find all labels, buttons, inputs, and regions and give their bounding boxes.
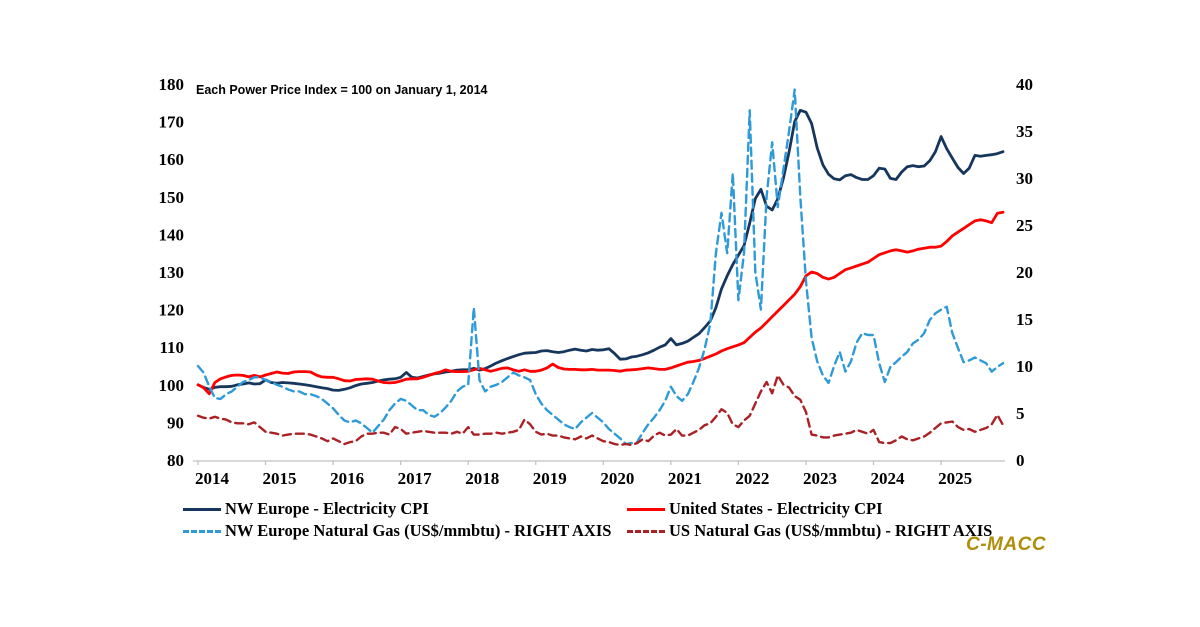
x-axis-label-2017: 2017 [398, 469, 433, 488]
series-line-nw-europe-natural-gas-us-mmbtu-right-axis [196, 88, 1005, 446]
legend-item-us-gas: US Natural Gas (US$/mmbtu) - RIGHT AXIS [627, 521, 992, 541]
x-axis-label-2020: 2020 [600, 469, 634, 488]
legend-marker-red-solid-line [627, 507, 665, 511]
right-axis-label-10: 10 [1016, 357, 1033, 376]
cmacc-logo: C-MACC [966, 534, 1047, 555]
x-axis-label-2015: 2015 [263, 469, 297, 488]
legend-item-nw-europe-electricity: NW Europe - Electricity CPI [183, 499, 429, 519]
right-axis-label-15: 15 [1016, 310, 1033, 329]
right-axis-label-35: 35 [1016, 122, 1033, 141]
x-axis-label-2022: 2022 [735, 469, 769, 488]
legend-item-nw-europe-gas: NW Europe Natural Gas (US$/mmbtu) - RIGH… [183, 521, 611, 541]
legend-label: US Natural Gas (US$/mmbtu) - RIGHT AXIS [669, 521, 993, 540]
right-axis-label-25: 25 [1016, 216, 1033, 235]
x-axis-label-2023: 2023 [803, 469, 837, 488]
left-axis-label-170: 170 [159, 113, 185, 132]
left-axis-label-110: 110 [159, 338, 184, 357]
series-line-united-states-electricity-cpi [196, 210, 1005, 396]
legend-marker-blue-dashed-line [183, 529, 221, 533]
left-axis-label-120: 120 [159, 301, 185, 320]
legend-label: NW Europe Natural Gas (US$/mmbtu) - RIGH… [225, 521, 612, 540]
legend-label: NW Europe - Electricity CPI [225, 499, 429, 518]
left-axis-label-180: 180 [159, 75, 185, 94]
left-axis-label-150: 150 [159, 188, 185, 207]
chart-annotation: Each Power Price Index = 100 on January … [196, 83, 488, 97]
x-axis-label-2014: 2014 [195, 469, 230, 488]
x-axis-label-2016: 2016 [330, 469, 364, 488]
left-axis-label-90: 90 [167, 413, 184, 432]
legend-marker-darkred-dashed-line [627, 529, 665, 533]
left-axis-label-160: 160 [159, 150, 185, 169]
series-line-nw-europe-electricity-cpi [196, 108, 1005, 392]
legend-item-us-electricity: United States - Electricity CPI [627, 499, 883, 519]
left-axis-label-140: 140 [159, 225, 185, 244]
right-axis-label-0: 0 [1016, 451, 1025, 470]
x-axis-label-2021: 2021 [668, 469, 702, 488]
legend-marker-navy-solid-line [183, 507, 221, 511]
left-axis-label-130: 130 [159, 263, 185, 282]
right-axis-label-5: 5 [1016, 404, 1025, 423]
left-axis-label-100: 100 [159, 376, 185, 395]
x-axis-label-2024: 2024 [871, 469, 906, 488]
x-axis-label-2025: 2025 [938, 469, 972, 488]
x-axis-label-2019: 2019 [533, 469, 567, 488]
right-axis-label-40: 40 [1016, 75, 1033, 94]
x-axis-label-2018: 2018 [465, 469, 499, 488]
legend-label: United States - Electricity CPI [669, 499, 883, 518]
right-axis-label-20: 20 [1016, 263, 1033, 282]
series-line-us-natural-gas-us-mmbtu-right-axis [196, 374, 1005, 447]
left-axis-label-80: 80 [167, 451, 184, 470]
right-axis-label-30: 30 [1016, 169, 1033, 188]
